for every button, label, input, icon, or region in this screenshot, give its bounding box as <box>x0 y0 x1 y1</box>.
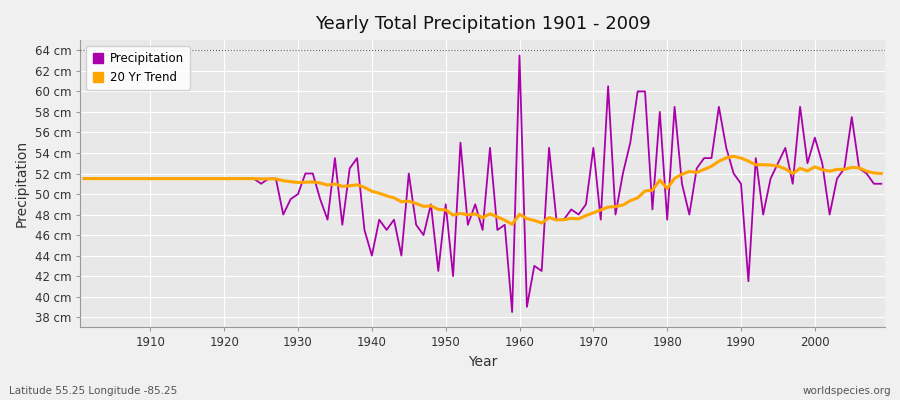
Text: worldspecies.org: worldspecies.org <box>803 386 891 396</box>
Text: Latitude 55.25 Longitude -85.25: Latitude 55.25 Longitude -85.25 <box>9 386 177 396</box>
Legend: Precipitation, 20 Yr Trend: Precipitation, 20 Yr Trend <box>86 46 190 90</box>
Title: Yearly Total Precipitation 1901 - 2009: Yearly Total Precipitation 1901 - 2009 <box>315 15 651 33</box>
X-axis label: Year: Year <box>468 355 498 369</box>
Y-axis label: Precipitation: Precipitation <box>15 140 29 227</box>
